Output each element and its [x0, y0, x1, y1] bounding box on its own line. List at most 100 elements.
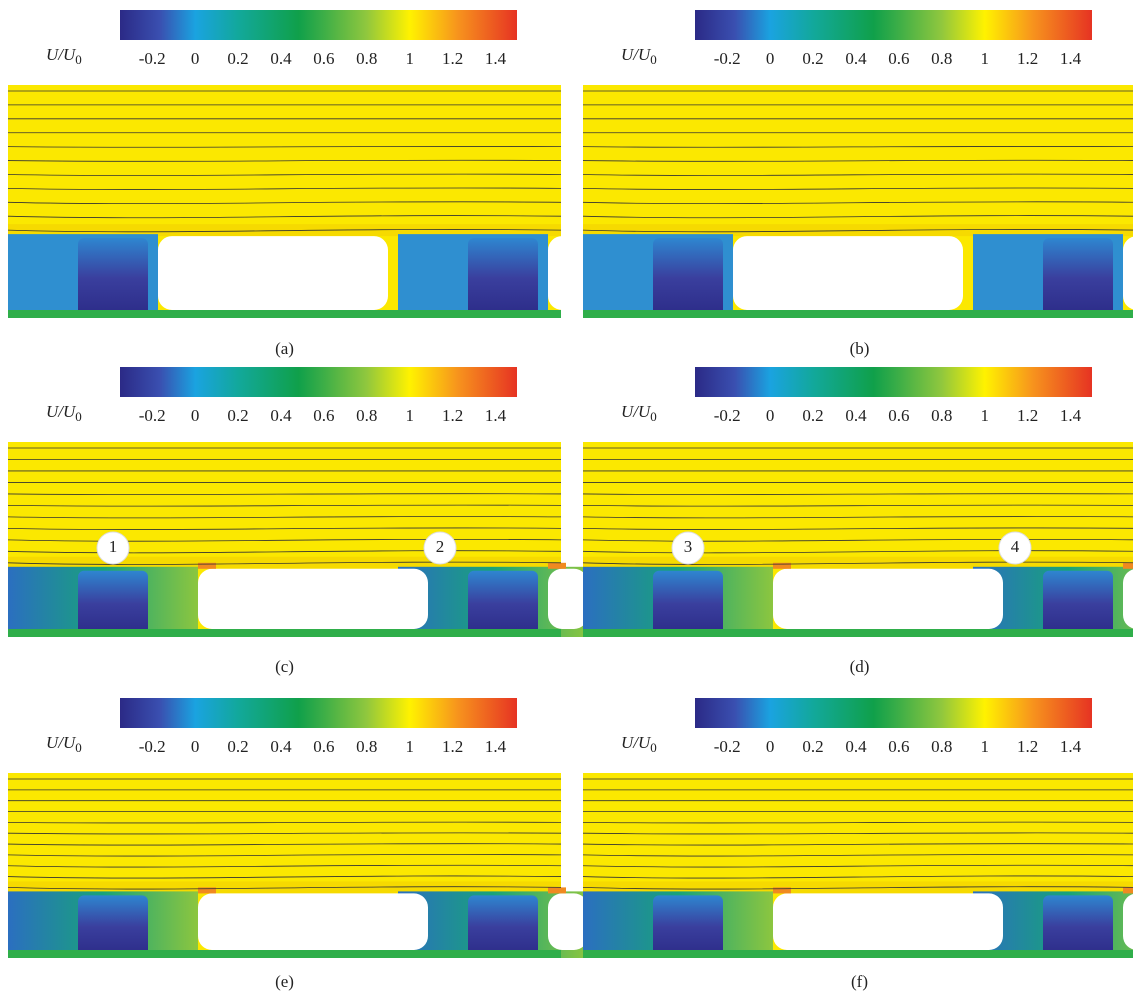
- colorbar: [695, 698, 1092, 728]
- building: [773, 569, 1003, 629]
- colorbar-tick-label: 0.6: [888, 406, 909, 425]
- colorbar-tick-label: 0.2: [227, 49, 248, 68]
- colorbar-tick-label: 0: [766, 406, 775, 425]
- colorbar-label: U/U0: [46, 733, 82, 755]
- colorbar-tick-label: -0.2: [714, 406, 741, 425]
- cavity-vortex: [1043, 238, 1113, 318]
- colorbar-tick-label: 1: [405, 49, 414, 68]
- colorbar-tick-label: 1: [405, 737, 414, 756]
- colorbar-label: U/U0: [46, 45, 82, 67]
- caption: (d): [850, 657, 870, 676]
- colorbar-tick-label: 0.2: [227, 737, 248, 756]
- colorbar-tick-label: -0.2: [714, 49, 741, 68]
- colorbar: [120, 698, 517, 728]
- colorbar: [120, 10, 517, 40]
- marker-label: 1: [109, 537, 118, 556]
- colorbar-label: U/U0: [621, 45, 657, 67]
- marker-label: 2: [436, 537, 445, 556]
- colorbar-tick-label: 1: [980, 49, 989, 68]
- panel: U/U0 -0.2 0 0.2 0.4 0.6 0.8 1 1.2 1.4 (a): [8, 10, 588, 358]
- caption: (a): [275, 339, 294, 358]
- roof-edge: [548, 563, 566, 569]
- colorbar-tick-label: 1.4: [485, 737, 507, 756]
- cavity-vortex: [468, 571, 538, 637]
- colorbar: [695, 10, 1092, 40]
- colorbar-tick-label: 1.2: [442, 737, 463, 756]
- colorbar-tick-label: 0.8: [931, 49, 952, 68]
- cavity-vortex: [78, 895, 148, 958]
- colorbar-tick-label: 1.2: [442, 49, 463, 68]
- cavity-vortex: [653, 238, 723, 318]
- colorbar-tick-label: -0.2: [714, 737, 741, 756]
- colorbar-tick-label: 0.6: [313, 406, 334, 425]
- colorbar-tick-label: 0.4: [270, 49, 292, 68]
- marker-label: 4: [1011, 537, 1020, 556]
- cavity-vortex: [468, 895, 538, 958]
- flow-field: [583, 773, 1133, 958]
- building: [548, 569, 588, 629]
- colorbar-tick-label: -0.2: [139, 737, 166, 756]
- figure: U/U0 -0.2 0 0.2 0.4 0.6 0.8 1 1.2 1.4 (a) U/U0 -0.2 0…: [0, 0, 1133, 996]
- colorbar-tick-label: 0.6: [888, 737, 909, 756]
- colorbar-tick-label: 0: [191, 49, 200, 68]
- roof-edge: [548, 887, 566, 893]
- colorbar-tick-label: 0.4: [845, 406, 867, 425]
- colorbar-tick-label: 0.8: [356, 737, 377, 756]
- colorbar-tick-label: 0.2: [802, 406, 823, 425]
- ground: [8, 950, 561, 958]
- caption: (f): [851, 972, 868, 991]
- colorbar-tick-label: 1.2: [442, 406, 463, 425]
- colorbar-tick-label: 0.4: [845, 49, 867, 68]
- flow-field: [583, 442, 1133, 637]
- colorbar: [695, 367, 1092, 397]
- roof-edge: [1123, 887, 1133, 893]
- colorbar-tick-label: 1.4: [1060, 49, 1082, 68]
- colorbar-tick-label: 1: [980, 406, 989, 425]
- caption: (b): [850, 339, 870, 358]
- building: [1123, 569, 1133, 629]
- colorbar-tick-label: 0.8: [356, 49, 377, 68]
- colorbar-tick-label: 1.4: [1060, 406, 1082, 425]
- colorbar-tick-label: -0.2: [139, 406, 166, 425]
- building: [773, 893, 1003, 950]
- colorbar-tick-label: 0.6: [888, 49, 909, 68]
- colorbar-tick-label: 0: [191, 406, 200, 425]
- colorbar-tick-label: -0.2: [139, 49, 166, 68]
- colorbar-tick-label: 0.4: [270, 737, 292, 756]
- caption: (e): [275, 972, 294, 991]
- colorbar-tick-label: 0.4: [270, 406, 292, 425]
- ground: [583, 310, 1133, 318]
- flow-field: [8, 442, 588, 637]
- ground: [583, 950, 1133, 958]
- colorbar-tick-label: 1.2: [1017, 49, 1038, 68]
- flow-field: [8, 85, 588, 318]
- cavity-vortex: [78, 238, 148, 318]
- streamline: [583, 133, 1133, 134]
- colorbar-tick-label: 1.4: [1060, 737, 1082, 756]
- colorbar-tick-label: 0.8: [931, 406, 952, 425]
- colorbar-tick-label: 0: [766, 49, 775, 68]
- colorbar-tick-label: 1: [980, 737, 989, 756]
- colorbar-tick-label: 1: [405, 406, 414, 425]
- cavity-vortex: [653, 895, 723, 958]
- colorbar-tick-label: 1.4: [485, 49, 507, 68]
- ground: [8, 310, 561, 318]
- roof-edge: [1123, 563, 1133, 569]
- colorbar-label: U/U0: [46, 402, 82, 424]
- colorbar-label-sub: 0: [75, 740, 82, 755]
- building: [733, 236, 963, 310]
- building: [1123, 236, 1133, 310]
- cavity-vortex: [1043, 571, 1113, 637]
- marker-label: 3: [684, 537, 693, 556]
- streamline: [8, 482, 561, 483]
- colorbar-tick-label: 0.8: [931, 737, 952, 756]
- building: [548, 893, 588, 950]
- colorbar-tick-label: 0.2: [802, 737, 823, 756]
- colorbar-tick-label: 0.6: [313, 737, 334, 756]
- flow-field: [8, 773, 588, 958]
- colorbar-tick-label: 0.6: [313, 49, 334, 68]
- colorbar-label-sub: 0: [75, 52, 82, 67]
